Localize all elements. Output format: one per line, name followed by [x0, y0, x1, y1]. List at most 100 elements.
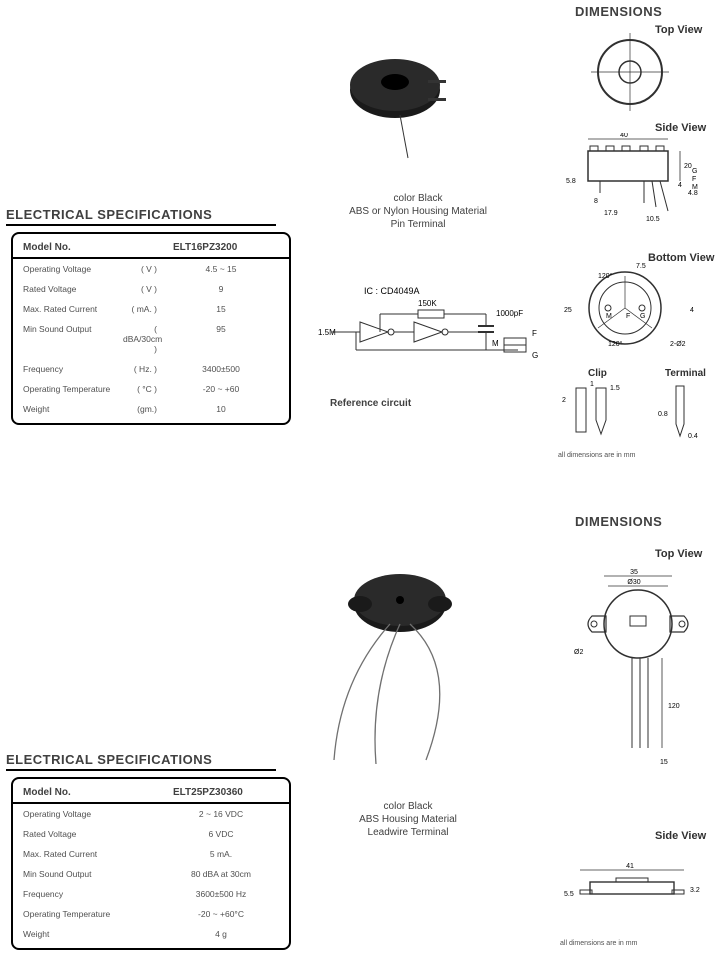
spec-unit: (gm.) — [123, 404, 163, 414]
spec-label: Frequency — [13, 364, 123, 374]
product-photo-1 — [340, 40, 460, 160]
spec-unit: ( mA. ) — [123, 304, 163, 314]
bottom-view-drawing-1: 120° 120° 7.5 25 4 M F G 2-Ø2 — [560, 258, 710, 358]
spec-value: 2 ~ 16 VDC — [163, 809, 289, 819]
caption-line: Pin Terminal — [338, 218, 498, 231]
spec-unit: ( V ) — [123, 264, 163, 274]
specs-heading-1: ELECTRICAL SPECIFICATIONS — [6, 207, 276, 226]
dim-text: 7.5 — [636, 263, 646, 270]
spec-row: Operating Voltage 2 ~ 16 VDC — [13, 804, 289, 824]
spec-unit — [123, 889, 163, 899]
side-view-drawing-2: 41 3.2 5.5 — [560, 862, 710, 922]
spec-row: Rated Voltage( V )9 — [13, 279, 289, 299]
dim-text: 0.4 — [688, 433, 698, 440]
spec-value: 80 dBA at 30cm — [163, 869, 289, 879]
photo-caption-2: color Black ABS Housing Material Leadwir… — [338, 800, 478, 839]
spec-row: Max. Rated Current 5 mA. — [13, 844, 289, 864]
specs-heading-2: ELECTRICAL SPECIFICATIONS — [6, 752, 276, 771]
spec-row: Min Sound Output( dBA/30cm )95 — [13, 319, 289, 359]
ic-label: IC : CD4049A — [364, 286, 420, 296]
spec-unit — [123, 809, 163, 819]
reference-circuit: IC : CD4049A 1.5M 150K 1000pF M F G — [318, 280, 548, 400]
model-header: Model No. — [13, 787, 163, 798]
dim-text: M — [606, 313, 612, 320]
spec-value: 95 — [163, 324, 289, 354]
top-view-drawing-1 — [580, 30, 680, 115]
spec-label: Min Sound Output — [13, 324, 123, 354]
spec-unit: ( dBA/30cm ) — [123, 324, 163, 354]
spec-row: Min Sound Output 80 dBA at 30cm — [13, 864, 289, 884]
dim-text: 120 — [668, 703, 680, 710]
dim-text: G — [692, 168, 697, 175]
spec-label: Operating Voltage — [13, 264, 123, 274]
spec-unit — [123, 829, 163, 839]
spec-value: -20 ~ +60 — [163, 384, 289, 394]
dim-text: 5.5 — [564, 891, 574, 898]
dim-text: G — [640, 313, 645, 320]
spec-label: Operating Temperature — [13, 384, 123, 394]
spec-row: Max. Rated Current( mA. )15 — [13, 299, 289, 319]
top-view-label-2: Top View — [655, 548, 702, 560]
dim-footnote-2: all dimensions are in mm — [560, 940, 637, 947]
spec-value: 10 — [163, 404, 289, 414]
dim-text: 8 — [594, 198, 598, 205]
dim-text: 10.5 — [646, 216, 660, 223]
dim-text: 120° — [598, 272, 613, 280]
spec-row: Weight4 g — [13, 924, 289, 944]
dim-text: Ø2 — [574, 649, 583, 656]
spec-value: 6 VDC — [163, 829, 289, 839]
side-view-drawing-1: 40 20 5.8 4 4.8 8 17.9 10.5 G F M — [560, 133, 710, 228]
dim-text: 20 — [684, 163, 692, 170]
spec-value: 3400±500 — [163, 364, 289, 374]
spec-label: Rated Voltage — [13, 284, 123, 294]
spec-label: Frequency — [13, 889, 123, 899]
dim-text: 0.8 — [658, 411, 668, 418]
spec-label: Weight — [13, 404, 123, 414]
photo-caption-1: color Black ABS or Nylon Housing Materia… — [338, 192, 498, 231]
spec-label: Min Sound Output — [13, 869, 123, 879]
specs-table-2: Model No. ELT25PZ30360 Operating Voltage… — [11, 777, 291, 950]
dim-text: 3.2 — [690, 887, 700, 894]
spec-row: Frequency( Hz. )3400±500 — [13, 359, 289, 379]
spec-row: Frequency3600±500 Hz — [13, 884, 289, 904]
circuit-caption: Reference circuit — [330, 398, 411, 409]
spec-label: Operating Temperature — [13, 909, 123, 919]
dim-text: 4 — [678, 182, 682, 189]
model-header: Model No. — [13, 242, 163, 253]
dim-footnote-1: all dimensions are in mm — [558, 452, 635, 459]
g-label: G — [532, 351, 538, 360]
side-view-label-2: Side View — [655, 830, 706, 842]
spec-unit: ( °C ) — [123, 384, 163, 394]
model-value: ELT25PZ30360 — [163, 787, 289, 798]
spec-value: 15 — [163, 304, 289, 314]
dim-text: 35 — [630, 569, 638, 576]
spec-row: Operating Temperature( °C )-20 ~ +60 — [13, 379, 289, 399]
dim-text: 120° — [608, 340, 623, 348]
spec-unit — [123, 929, 163, 939]
dim-text: 2 — [562, 397, 566, 404]
caption-line: ABS Housing Material — [338, 813, 478, 826]
clip-terminal-drawing-1: 2 1 1.5 0.8 0.4 — [560, 380, 710, 450]
dim-text: 2-Ø2 — [670, 341, 686, 348]
m-label: M — [492, 339, 499, 348]
spec-unit — [123, 909, 163, 919]
dim-text: 4 — [690, 307, 694, 314]
specs-table-1: Model No. ELT16PZ3200 Operating Voltage(… — [11, 232, 291, 425]
dim-text: 41 — [626, 863, 634, 870]
spec-label: Operating Voltage — [13, 809, 123, 819]
r2-label: 150K — [418, 299, 437, 308]
spec-value: 5 mA. — [163, 849, 289, 859]
dimensions-heading-1: DIMENSIONS — [575, 4, 662, 19]
spec-row: Weight(gm.)10 — [13, 399, 289, 419]
model-value: ELT16PZ3200 — [163, 242, 289, 253]
product-photo-2 — [310, 560, 490, 770]
dim-text: 17.9 — [604, 210, 618, 217]
dim-text: M — [692, 184, 698, 191]
dim-text: 1 — [590, 381, 594, 388]
dim-text: F — [692, 176, 696, 183]
c1-label: 1000pF — [496, 309, 523, 318]
spec-unit: ( Hz. ) — [123, 364, 163, 374]
dim-text: F — [626, 313, 630, 320]
spec-label: Max. Rated Current — [13, 849, 123, 859]
spec-value: -20 ~ +60°C — [163, 909, 289, 919]
